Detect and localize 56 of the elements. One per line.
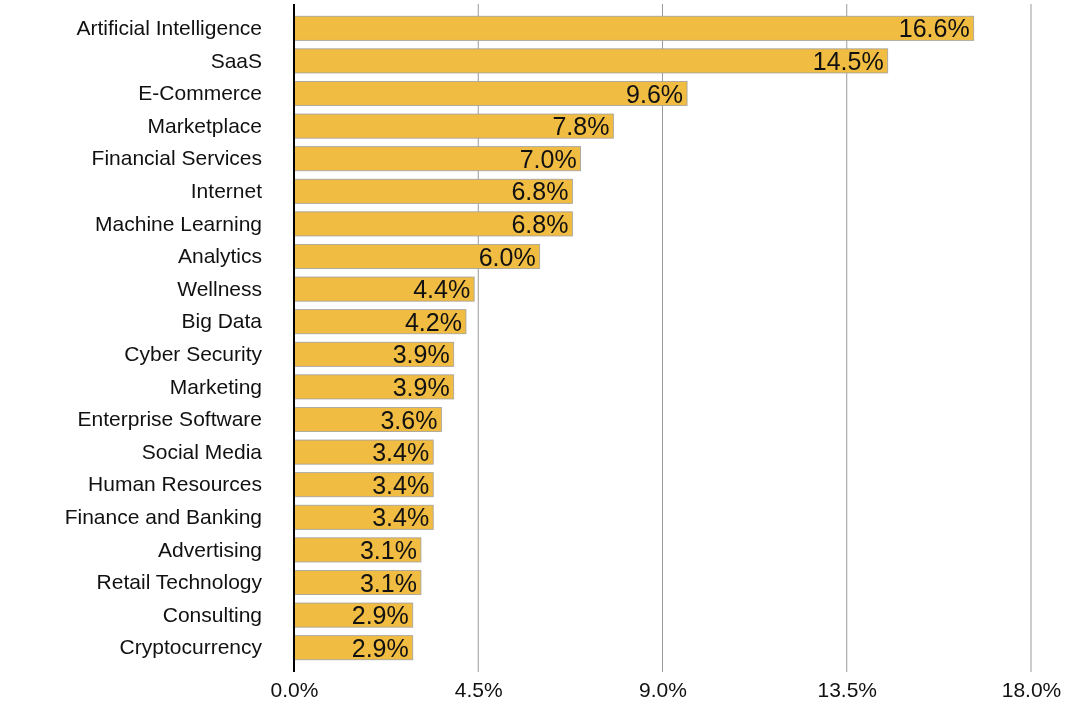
data-label: 6.0% [478, 242, 536, 271]
data-label: 3.4% [372, 438, 430, 467]
y-tick-label: Cryptocurrency [119, 635, 263, 659]
y-tick-label: Consulting [162, 602, 262, 626]
data-label: 3.1% [359, 535, 417, 564]
y-tick-label: Marketing [169, 374, 262, 398]
y-tick-label: Finance and Banking [64, 505, 262, 529]
bar [293, 504, 434, 530]
x-tick-label: 0.0% [270, 677, 319, 701]
data-label: 9.6% [626, 79, 684, 108]
bar [293, 407, 442, 432]
y-tick-label: Marketplace [147, 113, 262, 137]
data-label: 3.4% [372, 470, 430, 499]
data-label: 3.1% [359, 568, 417, 597]
data-label: 14.5% [812, 46, 884, 75]
y-tick-label: Retail Technology [96, 570, 263, 594]
data-label: 2.9% [351, 601, 409, 630]
y-tick-label: Social Media [141, 439, 263, 463]
y-tick-label: E-Commerce [138, 81, 262, 105]
data-label: 3.9% [392, 340, 450, 369]
bar [293, 374, 455, 400]
bar [293, 341, 455, 367]
data-label: 7.8% [552, 112, 610, 141]
data-label: 6.8% [511, 177, 569, 206]
x-tick-label: 13.5% [817, 677, 878, 701]
bar [293, 276, 475, 302]
y-tick-label: Financial Services [91, 146, 262, 170]
y-tick-label: Machine Learning [95, 211, 262, 235]
bar [293, 472, 434, 498]
y-tick-label: Analytics [177, 244, 262, 268]
y-tick-label: Big Data [181, 309, 263, 333]
bar [293, 570, 422, 595]
bar [293, 537, 422, 563]
x-tick-label: 4.5% [454, 677, 503, 701]
data-label: 3.9% [392, 372, 450, 401]
data-label: 4.4% [413, 275, 471, 304]
data-label: 2.9% [351, 633, 409, 662]
y-tick-label: Cyber Security [124, 342, 263, 366]
bar [293, 602, 414, 628]
y-tick-label: Advertising [158, 537, 262, 561]
data-label: 6.8% [511, 209, 569, 238]
data-label: 4.2% [404, 307, 462, 336]
data-label: 3.4% [372, 503, 430, 532]
y-tick-label: Internet [190, 179, 263, 203]
bar [293, 309, 467, 335]
data-label: 3.6% [380, 405, 438, 434]
data-label: 16.6% [898, 14, 970, 43]
y-tick-label: SaaS [210, 48, 262, 72]
y-tick-label: Wellness [177, 276, 262, 300]
bar [293, 439, 434, 465]
y-tick-label: Artificial Intelligence [76, 16, 262, 40]
x-tick-label: 18.0% [1001, 677, 1062, 701]
y-tick-label: Enterprise Software [77, 407, 262, 431]
y-tick-label: Human Resources [88, 472, 262, 496]
data-label: 7.0% [519, 144, 577, 173]
x-tick-label: 9.0% [639, 677, 687, 701]
